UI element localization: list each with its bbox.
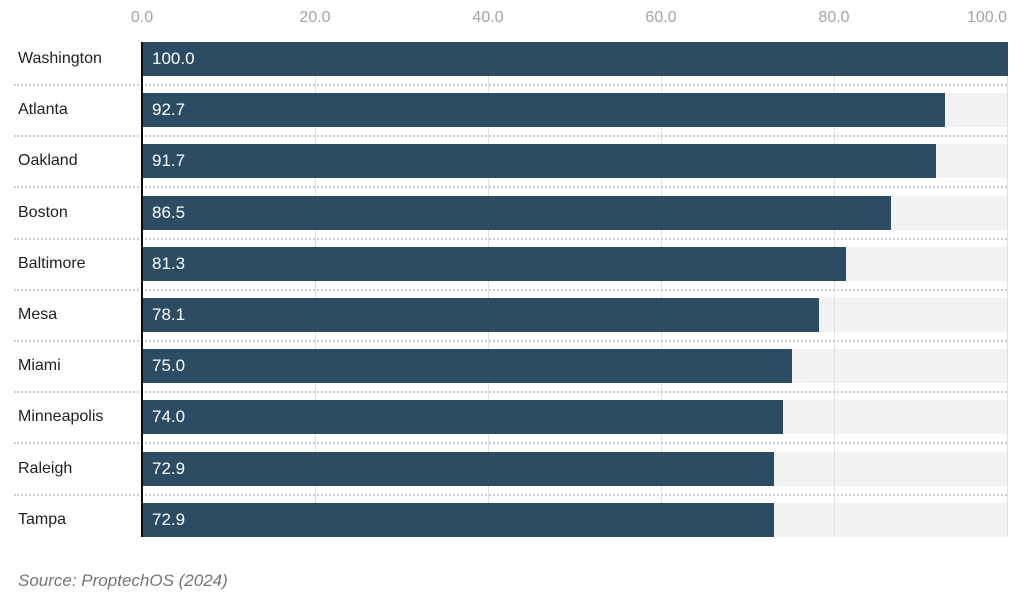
category-label: Tampa: [18, 510, 67, 528]
chart-row: Baltimore 81.3: [0, 246, 1024, 298]
value-label: 72.9: [152, 509, 186, 529]
y-axis-line: [141, 42, 143, 537]
row-separator: [14, 391, 1007, 394]
category-label: Baltimore: [18, 254, 86, 272]
x-axis: 0.0 20.0 40.0 60.0 80.0 100.0: [0, 8, 1024, 30]
x-tick-label: 20.0: [299, 9, 331, 26]
value-label: 78.1: [152, 304, 186, 324]
row-separator: [14, 493, 1007, 496]
value-label: 91.7: [152, 151, 186, 171]
row-separator: [14, 84, 1007, 86]
source-note: Source: ProptechOS (2024): [18, 571, 228, 590]
chart-row: Tampa 72.9: [0, 502, 1024, 554]
chart-row: Boston 86.5: [0, 195, 1024, 247]
row-separator: [14, 442, 1007, 445]
chart-row: Mesa 78.1: [0, 297, 1024, 349]
chart-row: Miami 75.0: [0, 349, 1024, 400]
bar: 72.9: [143, 502, 774, 537]
row-separator: [14, 237, 1007, 240]
rows: Washington 100.0 Atlanta 92.7 Oakland 91.7 Bos…: [0, 42, 1024, 554]
x-tick-label: 60.0: [645, 9, 677, 26]
plot-area: Washington 100.0 Atlanta 92.7 Oakland 91.7 Bos…: [0, 42, 1024, 537]
value-label: 75.0: [152, 356, 186, 376]
chart-row: Minneapolis 74.0: [0, 400, 1024, 451]
x-tick-label: 80.0: [818, 9, 850, 26]
chart-row: Oakland 91.7: [0, 144, 1024, 195]
row-separator: [14, 135, 1007, 138]
bar: 78.1: [143, 297, 819, 332]
value-label: 86.5: [152, 202, 186, 222]
category-label: Mesa: [18, 305, 58, 323]
row-separator: [14, 288, 1007, 291]
category-label: Miami: [18, 357, 61, 375]
category-label: Atlanta: [18, 101, 68, 119]
value-label: 100.0: [152, 49, 195, 68]
bar: 72.9: [143, 451, 774, 486]
row-separator: [14, 339, 1007, 342]
category-label: Minneapolis: [18, 408, 104, 426]
x-tick-label: 0.0: [130, 9, 154, 26]
value-label: 72.9: [152, 458, 186, 478]
value-label: 74.0: [152, 407, 186, 427]
chart-row: Atlanta 92.7: [0, 93, 1024, 144]
bar: 100.0: [143, 42, 1008, 76]
x-tick-label: 40.0: [472, 9, 504, 26]
category-label: Washington: [18, 50, 102, 67]
value-label: 92.7: [152, 100, 186, 120]
x-tick-label: 100.0: [966, 9, 1007, 26]
category-label: Raleigh: [18, 459, 73, 477]
bar: 92.7: [143, 93, 945, 128]
category-label: Boston: [18, 203, 68, 221]
chart-row: Raleigh 72.9: [0, 451, 1024, 503]
row-separator: [14, 186, 1007, 189]
bar: 86.5: [143, 195, 892, 230]
category-label: Oakland: [18, 152, 78, 170]
bar: 74.0: [143, 400, 784, 435]
value-label: 81.3: [152, 253, 186, 273]
gridline: [1007, 42, 1008, 537]
bar: 91.7: [143, 144, 937, 179]
bar: 75.0: [143, 349, 792, 384]
bar: 81.3: [143, 246, 847, 281]
chart-row: Washington 100.0: [0, 42, 1024, 93]
